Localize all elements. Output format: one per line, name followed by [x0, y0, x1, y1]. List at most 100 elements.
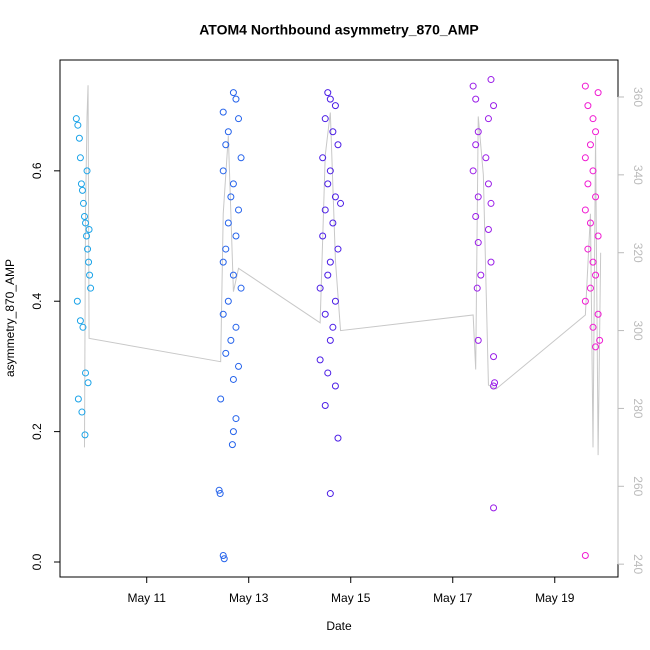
point	[72, 115, 80, 123]
point	[321, 402, 329, 410]
point	[331, 382, 339, 390]
y2-tick-label: 280	[631, 398, 645, 418]
point	[74, 395, 82, 403]
point	[326, 95, 334, 103]
point	[81, 431, 89, 439]
point	[490, 382, 498, 390]
point	[235, 362, 243, 370]
point	[232, 95, 240, 103]
point	[337, 199, 345, 207]
point	[474, 193, 482, 201]
point	[85, 226, 93, 234]
point	[474, 336, 482, 344]
point	[491, 379, 499, 387]
x-tick-label: May 19	[535, 591, 575, 605]
point	[229, 428, 237, 436]
point	[235, 115, 243, 123]
point	[222, 349, 230, 357]
point	[472, 95, 480, 103]
point	[334, 434, 342, 442]
point	[490, 353, 498, 361]
point	[326, 258, 334, 266]
point	[78, 408, 86, 416]
point	[324, 271, 332, 279]
point	[316, 356, 324, 364]
y2-tick-label: 320	[631, 243, 645, 263]
point	[217, 395, 225, 403]
y2-tick-label: 360	[631, 87, 645, 107]
point	[490, 102, 498, 110]
point	[229, 180, 237, 188]
point	[472, 141, 480, 149]
point	[220, 555, 228, 563]
point	[76, 317, 84, 325]
point	[219, 108, 227, 116]
point	[237, 154, 245, 162]
point	[472, 212, 480, 220]
point	[584, 245, 592, 253]
point	[581, 82, 589, 90]
point	[76, 154, 84, 162]
point	[469, 82, 477, 90]
point	[316, 284, 324, 292]
point	[490, 504, 498, 512]
point	[331, 297, 339, 305]
point	[592, 128, 600, 136]
y-tick-label: 0.0	[30, 553, 44, 570]
point	[594, 310, 602, 318]
point	[329, 323, 337, 331]
point	[326, 336, 334, 344]
point	[79, 199, 87, 207]
point	[589, 167, 597, 175]
point	[224, 128, 232, 136]
x-tick-label: May 11	[127, 591, 166, 605]
series-line	[83, 85, 602, 456]
y2-tick-label: 300	[631, 321, 645, 341]
x-tick-label: May 17	[433, 591, 473, 605]
point	[324, 89, 332, 97]
point	[219, 258, 227, 266]
point	[584, 102, 592, 110]
point	[219, 551, 227, 559]
point	[592, 343, 600, 351]
point	[586, 141, 594, 149]
point	[581, 297, 589, 305]
point	[219, 310, 227, 318]
point	[224, 219, 232, 227]
point	[474, 239, 482, 247]
point	[589, 323, 597, 331]
point	[594, 232, 602, 240]
point	[215, 486, 223, 494]
point	[222, 245, 230, 253]
point	[331, 193, 339, 201]
point	[224, 297, 232, 305]
point	[321, 206, 329, 214]
point	[586, 284, 594, 292]
point	[482, 154, 490, 162]
point	[86, 271, 94, 279]
y-tick-label: 0.4	[30, 293, 44, 310]
point	[473, 284, 481, 292]
y2-tick-label: 240	[631, 554, 645, 574]
point	[74, 121, 82, 129]
point	[487, 258, 495, 266]
point	[484, 115, 492, 123]
point	[232, 232, 240, 240]
point	[581, 551, 589, 559]
point	[80, 212, 88, 220]
point	[326, 167, 334, 175]
y-tick-label: 0.2	[30, 423, 44, 440]
point	[319, 232, 327, 240]
point	[581, 154, 589, 162]
point	[329, 128, 337, 136]
y-axis-label: asymmetry_870_AMP	[3, 259, 17, 377]
point	[474, 128, 482, 136]
point	[222, 141, 230, 149]
point	[469, 167, 477, 175]
plot-box	[59, 59, 619, 578]
point	[589, 258, 597, 266]
point	[581, 206, 589, 214]
y-tick-label: 0.6	[30, 162, 44, 179]
point	[324, 369, 332, 377]
point	[229, 89, 237, 97]
